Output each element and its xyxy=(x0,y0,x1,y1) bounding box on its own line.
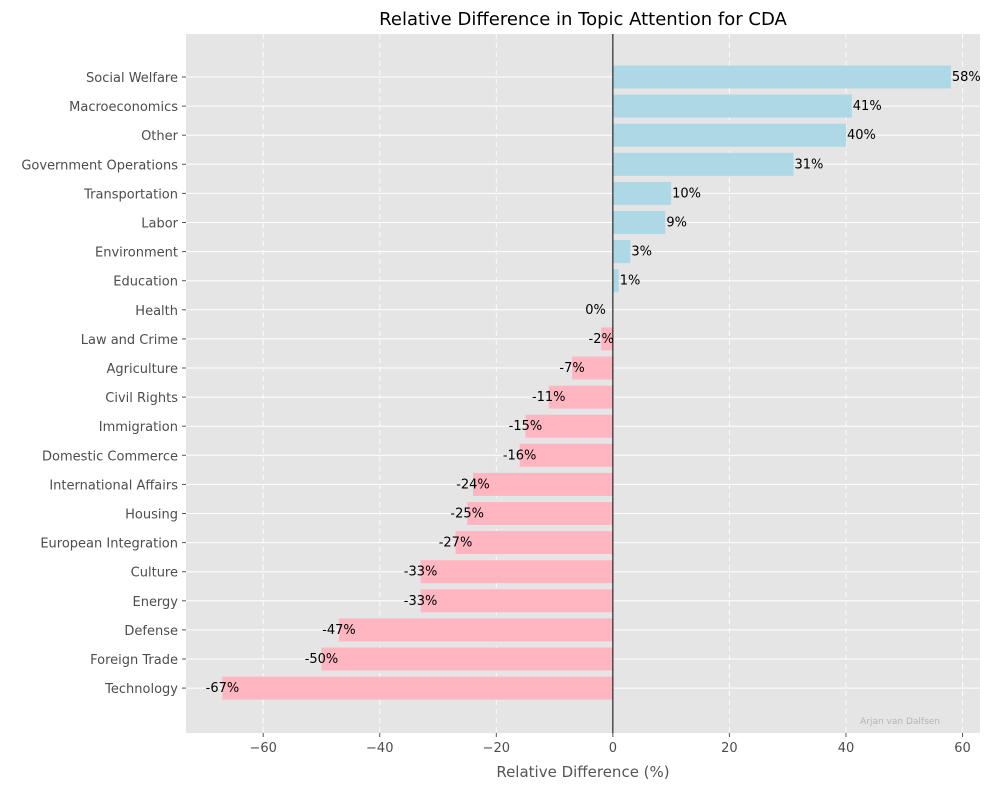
bar xyxy=(612,123,846,147)
data-label: -25% xyxy=(450,507,484,522)
bar xyxy=(612,240,631,264)
y-tick-label: Foreign Trade xyxy=(90,653,178,668)
data-label: -47% xyxy=(322,623,356,638)
bar xyxy=(572,356,613,380)
y-tick-label: Social Welfare xyxy=(86,71,178,86)
y-tick-label: Agriculture xyxy=(107,362,179,377)
bar xyxy=(612,211,666,234)
y-tick-label: Macroeconomics xyxy=(69,100,178,115)
bar xyxy=(601,327,613,351)
data-label: -24% xyxy=(456,477,490,492)
data-label: -11% xyxy=(532,390,566,405)
x-tick-label: −60 xyxy=(249,741,276,756)
x-tick-label: −40 xyxy=(366,741,393,756)
data-label: -33% xyxy=(404,594,438,609)
y-tick-label: Immigration xyxy=(99,420,178,435)
bar xyxy=(525,414,613,438)
y-tick-label: Energy xyxy=(132,595,178,610)
data-label: 3% xyxy=(631,245,652,260)
y-tick-label: International Affairs xyxy=(49,478,178,493)
bar xyxy=(548,385,613,409)
bar xyxy=(612,94,852,118)
data-label: 1% xyxy=(620,274,641,289)
bar xyxy=(612,65,951,89)
bar xyxy=(420,589,613,613)
x-tick-label: 0 xyxy=(609,741,617,756)
y-tick-label: Education xyxy=(113,275,178,290)
bar xyxy=(455,531,613,555)
data-label: -16% xyxy=(503,448,537,463)
chart-title: Relative Difference in Topic Attention f… xyxy=(379,9,787,30)
y-tick-label: Environment xyxy=(95,246,178,261)
data-label: -67% xyxy=(206,681,240,696)
bar xyxy=(222,676,613,700)
bar xyxy=(473,472,613,496)
data-label: 40% xyxy=(847,128,876,143)
y-tick-label: Housing xyxy=(125,508,178,523)
data-label: -50% xyxy=(305,652,339,667)
x-tick-label: −20 xyxy=(483,741,510,756)
y-tick-label: Labor xyxy=(141,217,178,232)
bar xyxy=(420,560,613,584)
data-label: 41% xyxy=(853,99,882,114)
y-tick-label: Technology xyxy=(104,682,178,697)
x-tick-label: 40 xyxy=(838,741,855,756)
y-tick-label: Government Operations xyxy=(21,158,178,173)
y-tick-label: European Integration xyxy=(40,537,178,552)
bar xyxy=(519,443,613,467)
y-tick-label: Other xyxy=(141,129,179,144)
bar xyxy=(338,618,613,642)
data-label: 9% xyxy=(666,216,687,231)
data-label: -7% xyxy=(559,361,584,376)
y-tick-label: Culture xyxy=(131,566,178,581)
data-label: 10% xyxy=(672,186,701,201)
x-axis-label: Relative Difference (%) xyxy=(496,763,669,781)
y-tick-label: Transportation xyxy=(83,187,178,202)
bar xyxy=(612,269,619,293)
data-label: 0% xyxy=(585,303,606,318)
data-label: -2% xyxy=(589,332,614,347)
data-label: -33% xyxy=(404,565,438,580)
y-tick-label: Civil Rights xyxy=(105,391,178,406)
bar xyxy=(612,181,672,205)
watermark: Arjan van Dalfsen xyxy=(860,717,940,727)
y-tick-label: Defense xyxy=(124,624,178,639)
x-tick-label: 20 xyxy=(721,741,738,756)
data-label: 58% xyxy=(952,70,981,85)
x-tick-label: 60 xyxy=(954,741,971,756)
bar xyxy=(321,647,613,671)
y-tick-label: Health xyxy=(135,304,178,319)
data-label: 31% xyxy=(795,157,824,172)
y-tick-label: Domestic Commerce xyxy=(42,449,178,464)
data-label: -15% xyxy=(509,419,543,434)
plot-background xyxy=(186,34,980,733)
data-label: -27% xyxy=(439,536,473,551)
bar xyxy=(467,502,613,525)
y-tick-label: Law and Crime xyxy=(81,333,178,348)
bar xyxy=(612,152,794,176)
